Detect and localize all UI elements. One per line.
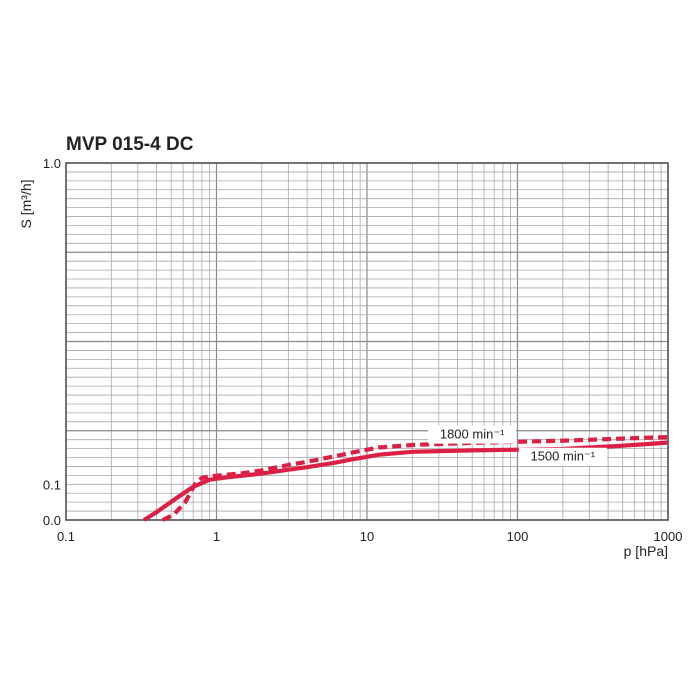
x-axis-ticks: 0.1 1 10 100 1000 — [57, 529, 683, 544]
annotation-background — [428, 425, 517, 444]
series-line-dashed — [161, 435, 669, 522]
series-annotation: 1500 min⁻¹ — [530, 449, 595, 464]
annotation-background — [518, 447, 607, 466]
x-tick-label: 1 — [213, 529, 220, 544]
y-tick-label: 0.0 — [43, 513, 61, 528]
plot-frame — [65, 162, 669, 521]
chart-grid — [65, 162, 669, 521]
x-tick-label: 10 — [360, 529, 374, 544]
series-annotation: 1800 min⁻¹ — [440, 427, 505, 442]
chart-title: MVP 015-4 DC — [66, 134, 194, 155]
x-axis-label: p [hPa] — [624, 543, 668, 559]
x-tick-label: 100 — [507, 529, 529, 544]
series-annotations: 1800 min⁻¹ 1500 min⁻¹ — [428, 425, 607, 466]
x-tick-label: 1000 — [654, 529, 683, 544]
x-tick-label: 0.1 — [57, 529, 75, 544]
y-axis-label: S [m³/h] — [18, 179, 34, 228]
y-axis-ticks: 0.0 0.1 1.0 — [43, 156, 61, 528]
y-tick-label: 0.1 — [43, 477, 61, 492]
y-tick-label: 1.0 — [43, 156, 61, 171]
